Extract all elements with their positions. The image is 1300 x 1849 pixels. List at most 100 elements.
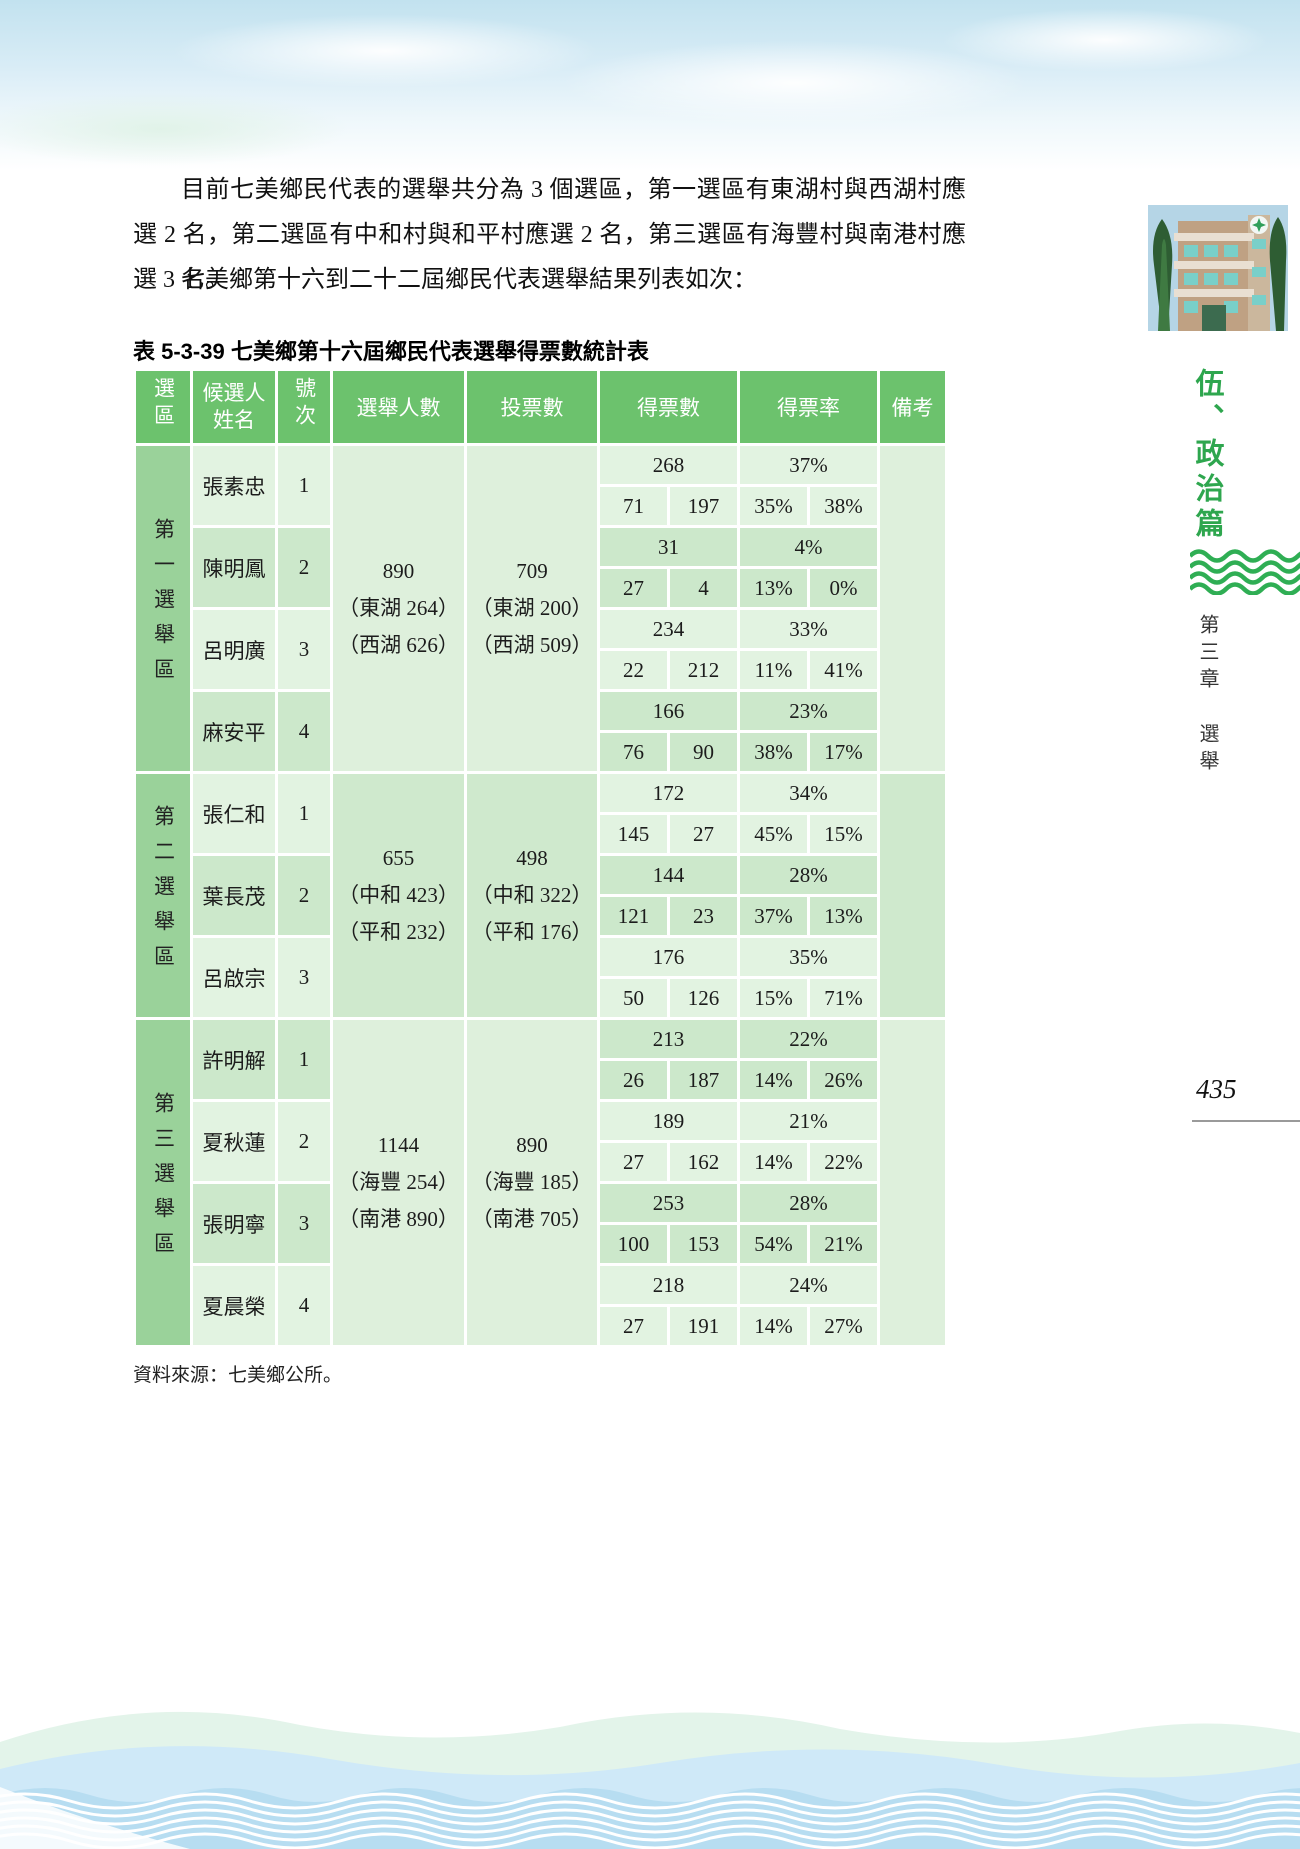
village-rate-cell: 13% — [740, 569, 807, 607]
total-votes-cell: 213 — [600, 1020, 737, 1058]
district-name: 第二選舉區 — [151, 805, 176, 980]
merged-cell-line: 709 — [516, 559, 548, 583]
district-name: 第三選舉區 — [151, 1092, 176, 1267]
total-votes-cell: 144 — [600, 856, 737, 894]
remark-cell — [880, 1020, 945, 1345]
candidate-number-cell: 4 — [278, 1266, 330, 1345]
village-votes-cell: 153 — [670, 1225, 737, 1263]
source-note: 資料來源：七美鄉公所。 — [133, 1365, 343, 1386]
village-rate-cell: 15% — [740, 979, 807, 1017]
village-rate-cell: 27% — [810, 1307, 877, 1345]
merged-cell-line: 890 — [382, 559, 415, 583]
village-rate-cell: 37% — [740, 897, 807, 935]
village-rate-cell: 17% — [810, 733, 877, 771]
district-zone-cell: 第一選舉區 — [136, 446, 190, 771]
merged-cell-line: （東湖 264） — [338, 596, 459, 620]
candidate-number-cell: 4 — [278, 692, 330, 771]
header-candidate-line2: 姓名 — [213, 408, 255, 432]
header-candidate-name: 候選人 姓名 — [193, 371, 275, 443]
header-district: 選區 — [136, 371, 190, 443]
candidate-name-cell: 夏秋蓮 — [193, 1102, 275, 1181]
total-rate-cell: 34% — [740, 774, 877, 812]
merged-cell-line: （西湖 509） — [471, 633, 593, 657]
votes-cast-cell: 709 （東湖 200） （西湖 509） — [467, 446, 597, 771]
village-votes-cell: 27 — [670, 815, 737, 853]
village-rate-cell: 45% — [740, 815, 807, 853]
village-votes-cell: 121 — [600, 897, 667, 935]
candidate-number-cell: 2 — [278, 1102, 330, 1181]
village-votes-cell: 197 — [670, 487, 737, 525]
village-rate-cell: 54% — [740, 1225, 807, 1263]
village-votes-cell: 162 — [670, 1143, 737, 1181]
wave-divider-icon — [1190, 549, 1300, 600]
village-rate-cell: 38% — [740, 733, 807, 771]
village-rate-cell: 14% — [740, 1061, 807, 1099]
remark-cell — [880, 774, 945, 1017]
village-rate-cell: 0% — [810, 569, 877, 607]
total-rate-cell: 35% — [740, 938, 877, 976]
total-votes-cell: 268 — [600, 446, 737, 484]
electorate-cell: 655 （中和 423） （平和 232） — [333, 774, 464, 1017]
candidate-name-cell: 陳明鳳 — [193, 528, 275, 607]
candidate-name-cell: 許明解 — [193, 1020, 275, 1099]
district-zone-cell: 第三選舉區 — [136, 1020, 190, 1345]
total-rate-cell: 4% — [740, 528, 877, 566]
candidate-number-cell: 1 — [278, 1020, 330, 1099]
header-number: 號次 — [278, 371, 330, 443]
total-votes-cell: 218 — [600, 1266, 737, 1304]
village-rate-cell: 14% — [740, 1143, 807, 1181]
total-rate-cell: 21% — [740, 1102, 877, 1140]
header-votes-cast: 投票數 — [467, 371, 597, 443]
cloud-decoration — [170, 14, 600, 88]
sidebar-part-title: 伍、政治篇 — [1191, 368, 1223, 548]
village-votes-cell: 4 — [670, 569, 737, 607]
candidate-number-cell: 1 — [278, 446, 330, 525]
village-votes-cell: 27 — [600, 569, 667, 607]
village-rate-cell: 13% — [810, 897, 877, 935]
merged-cell-line: （南港 705） — [471, 1207, 593, 1231]
electorate-cell: 890 （東湖 264） （西湖 626） — [333, 446, 464, 771]
total-rate-cell: 28% — [740, 1184, 877, 1222]
section-text: 選舉 — [1196, 723, 1218, 777]
electorate-cell: 1144 （海豐 254） （南港 890） — [333, 1020, 464, 1345]
total-votes-cell: 253 — [600, 1184, 737, 1222]
village-votes-cell: 22 — [600, 651, 667, 689]
village-rate-cell: 22% — [810, 1143, 877, 1181]
village-rate-cell: 71% — [810, 979, 877, 1017]
votes-cast-cell: 498 （中和 322） （平和 176） — [467, 774, 597, 1017]
candidate-number-cell: 2 — [278, 528, 330, 607]
merged-cell-line: （東湖 200） — [471, 596, 593, 620]
merged-cell-line: 1144 — [377, 1133, 420, 1157]
merged-cell-line: 498 — [516, 846, 548, 870]
village-rate-cell: 21% — [810, 1225, 877, 1263]
village-rate-cell: 38% — [810, 487, 877, 525]
header-candidate-line1: 候選人 — [202, 381, 266, 405]
merged-cell-line: （西湖 626） — [338, 633, 459, 657]
district-zone-cell: 第二選舉區 — [136, 774, 190, 1017]
total-votes-cell: 172 — [600, 774, 737, 812]
header-number-label: 號次 — [292, 377, 317, 431]
merged-cell-line: （海豐 254） — [338, 1170, 459, 1194]
candidate-number-cell: 3 — [278, 938, 330, 1017]
village-votes-cell: 212 — [670, 651, 737, 689]
total-votes-cell: 166 — [600, 692, 737, 730]
village-votes-cell: 100 — [600, 1225, 667, 1263]
village-rate-cell: 11% — [740, 651, 807, 689]
merged-cell-line: 890 — [516, 1133, 548, 1157]
village-votes-cell: 50 — [600, 979, 667, 1017]
merged-cell-line: （平和 176） — [471, 920, 593, 944]
sky-decoration — [0, 0, 1300, 170]
total-rate-cell: 37% — [740, 446, 877, 484]
page-number-rule — [1192, 1120, 1300, 1122]
village-votes-cell: 90 — [670, 733, 737, 771]
village-votes-cell: 26 — [600, 1061, 667, 1099]
total-votes-cell: 31 — [600, 528, 737, 566]
total-rate-cell: 24% — [740, 1266, 877, 1304]
merged-cell-line: （中和 423） — [338, 883, 459, 907]
merged-cell-line: 655 — [382, 846, 415, 870]
total-votes-cell: 176 — [600, 938, 737, 976]
village-votes-cell: 126 — [670, 979, 737, 1017]
candidate-name-cell: 麻安平 — [193, 692, 275, 771]
sidebar-chapter-title: 第三章 選舉 — [1196, 614, 1218, 777]
